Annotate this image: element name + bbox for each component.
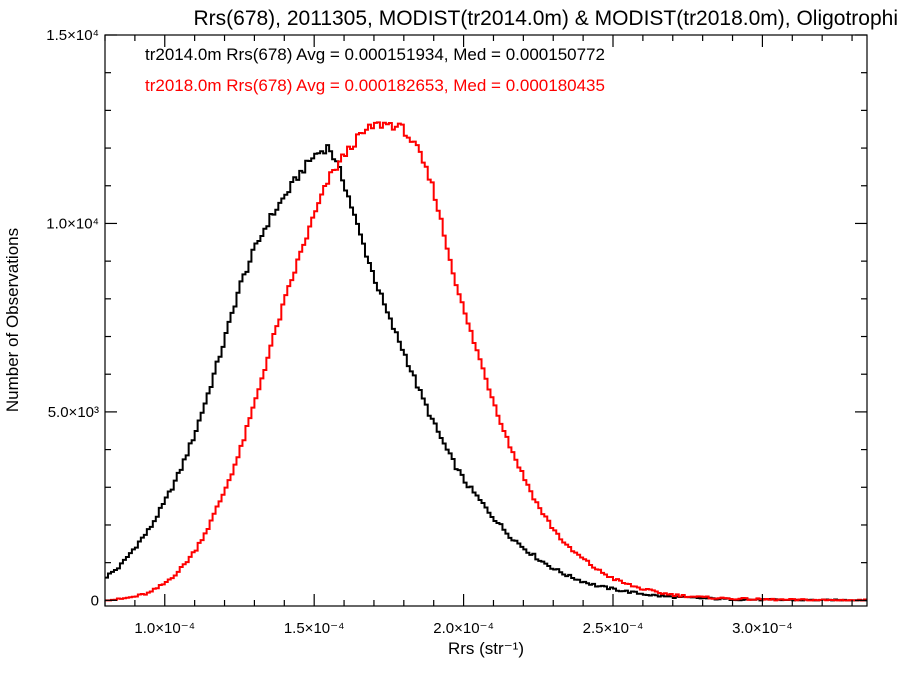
y-axis-title: Number of Observations <box>3 228 22 412</box>
y-tick-label: 1.0×10⁴ <box>46 215 99 232</box>
y-tick-label: 5.0×10³ <box>48 404 99 421</box>
plot-frame <box>104 34 868 607</box>
chart-title: Rrs(678), 2011305, MODIST(tr2014.0m) & M… <box>193 7 898 30</box>
x-tick-label: 2.5×10⁻⁴ <box>583 620 644 637</box>
series-stats-red: tr2018.0m Rrs(678) Avg = 0.000182653, Me… <box>145 76 605 95</box>
series-layer <box>105 121 867 602</box>
x-tick-label: 3.0×10⁻⁴ <box>732 620 793 637</box>
x-axis-title: Rrs (str⁻¹) <box>448 639 524 658</box>
x-tick-label: 2.0×10⁻⁴ <box>433 620 494 637</box>
y-tick-label: 0 <box>91 592 99 609</box>
histogram-series-tr2018.0m <box>105 121 867 602</box>
x-tick-label: 1.0×10⁻⁴ <box>134 620 195 637</box>
series-stats-black: tr2014.0m Rrs(678) Avg = 0.000151934, Me… <box>145 45 605 64</box>
ticks-layer: 1.0×10⁻⁴ 1.5×10⁻⁴ 2.0×10⁻⁴ 2.5×10⁻⁴ 3.0×10⁻⁴… <box>46 27 867 637</box>
y-tick-label: 1.5×10⁴ <box>46 27 99 44</box>
x-tick-label: 1.5×10⁻⁴ <box>284 620 345 637</box>
